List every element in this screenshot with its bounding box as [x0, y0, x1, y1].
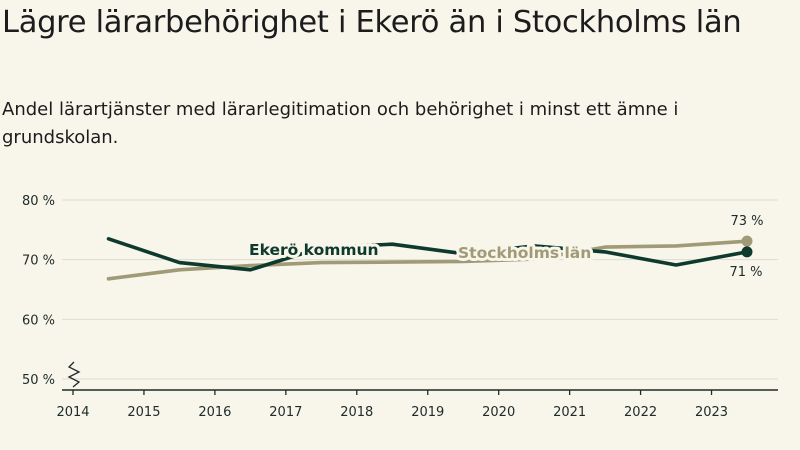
x-axis	[62, 361, 778, 391]
x-axis-ticks: 2014 2015 2016 2017 2018 2019 2020 2021 2022 2023	[56, 390, 728, 420]
x-tick-label: 2021	[553, 405, 586, 420]
x-tick-label: 2019	[411, 405, 444, 420]
x-tick-label: 2016	[198, 405, 231, 420]
series-labels: Ekerö kommun Stockholms län 73 % 71 %	[246, 214, 764, 280]
x-tick-label: 2017	[269, 405, 302, 420]
x-tick-label: 2020	[482, 405, 515, 420]
x-tick-label: 2014	[56, 405, 89, 420]
y-tick-label: 80 %	[22, 194, 55, 209]
y-axis: 50 % 60 % 70 % 80 %	[22, 194, 55, 388]
stockholm-end-point	[741, 235, 753, 247]
x-tick-label: 2018	[340, 405, 373, 420]
y-tick-label: 70 %	[22, 254, 55, 269]
x-tick-label: 2015	[127, 405, 160, 420]
y-tick-label: 50 %	[22, 373, 55, 388]
x-tick-label: 2023	[695, 405, 728, 420]
ekero-end-label: 71 %	[729, 265, 762, 280]
ekero-series-label: Ekerö kommun	[249, 241, 379, 259]
stockholm-end-label: 73 %	[730, 214, 763, 229]
stockholm-series-label: Stockholms län	[458, 244, 591, 262]
axis-break-icon	[67, 361, 81, 388]
ekero-line	[106, 237, 749, 272]
ekero-end-point	[741, 246, 753, 258]
chart-title: Lägre lärarbehörighet i Ekerö än i Stock…	[2, 5, 742, 40]
gridlines	[62, 199, 778, 380]
y-tick-label: 60 %	[22, 313, 55, 328]
series-lines	[106, 237, 749, 281]
x-tick-label: 2022	[624, 405, 657, 420]
chart-subtitle: Andel lärartjänster med lärarlegitimatio…	[2, 99, 679, 148]
